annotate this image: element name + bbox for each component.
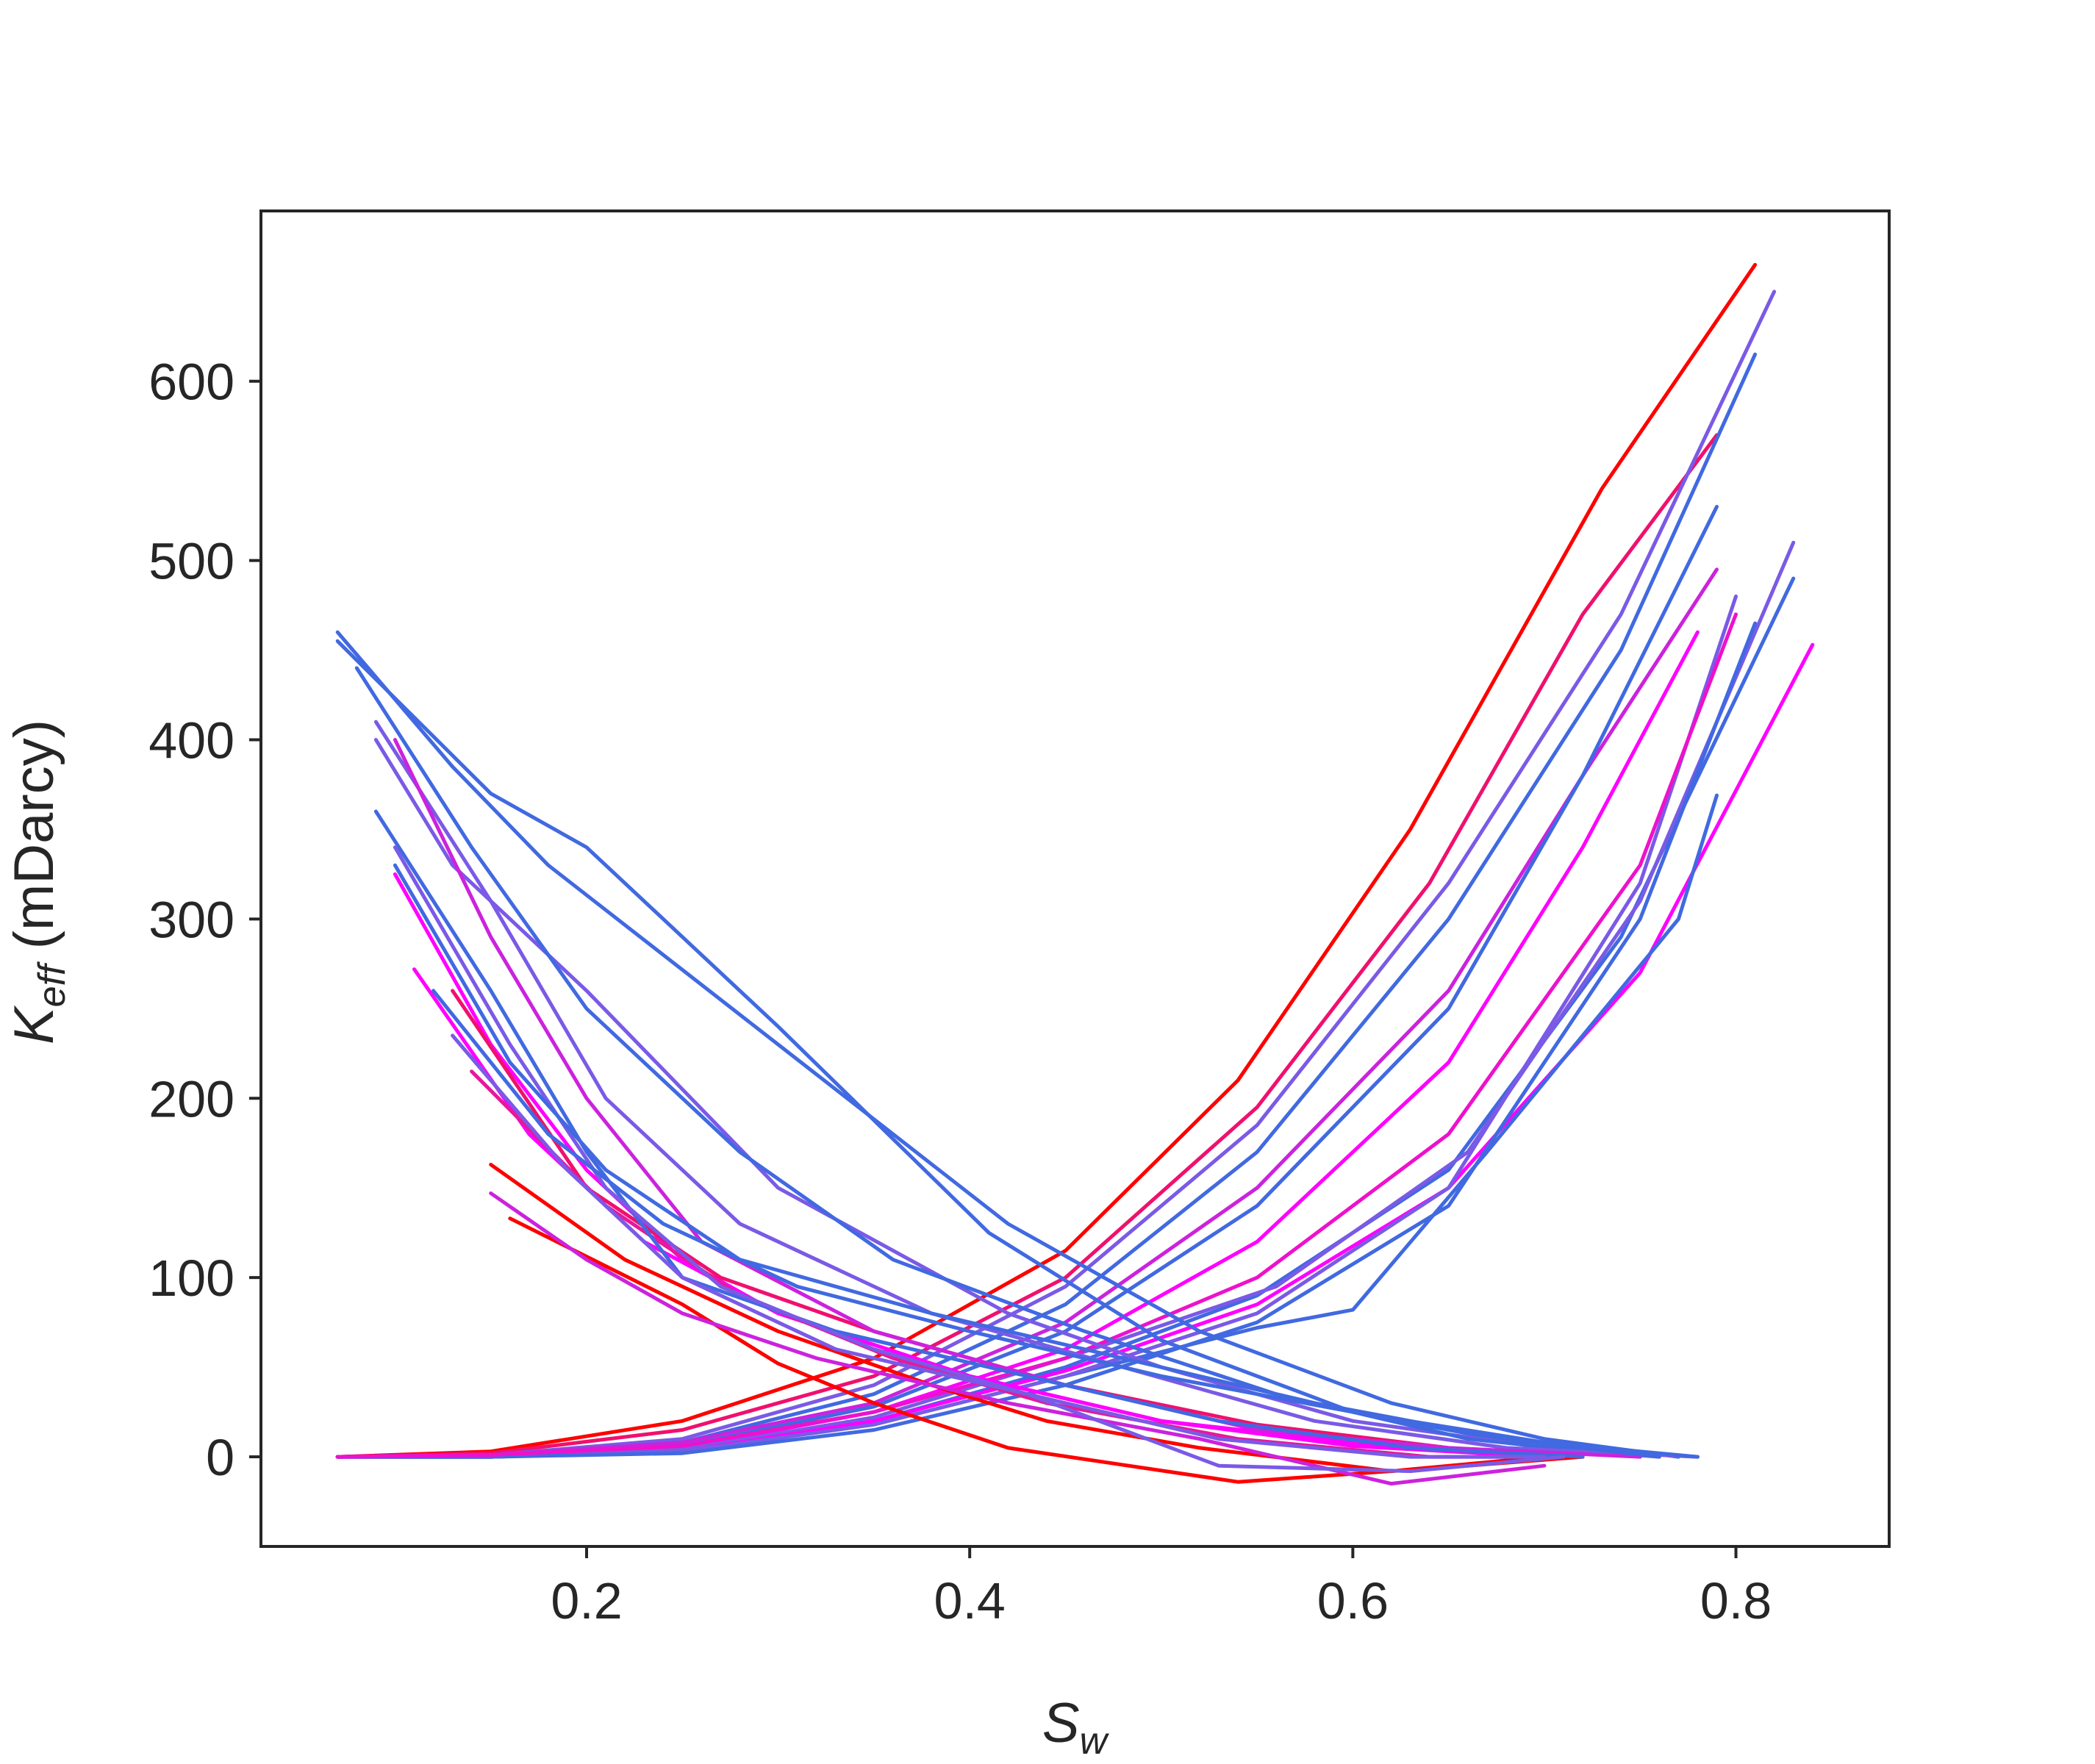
series-line — [489, 1191, 1547, 1486]
y-tick-label: 300 — [148, 891, 234, 948]
x-axis-title-main: S — [1042, 1692, 1080, 1754]
series-line — [354, 666, 1642, 1459]
y-tick-label: 400 — [148, 711, 234, 769]
y-axis-ticks: 0 100 200 300 400 500 600 — [148, 354, 261, 1486]
plot-lines — [335, 262, 1815, 1486]
x-axis-title-sub: w — [1080, 1720, 1110, 1763]
y-tick-label: 600 — [148, 354, 234, 411]
series-line — [393, 738, 1642, 1459]
series-line — [335, 612, 1738, 1459]
y-axis-title-sub: eff — [31, 961, 74, 1007]
series-line — [489, 1163, 1547, 1474]
x-tick-label: 0.6 — [1317, 1572, 1389, 1629]
x-axis-ticks: 0.2 0.4 0.6 0.8 — [551, 1546, 1772, 1629]
y-tick-label: 0 — [206, 1429, 234, 1486]
x-tick-label: 0.2 — [551, 1572, 622, 1629]
series-line — [335, 630, 1680, 1459]
series-line — [412, 967, 1547, 1459]
series-line — [335, 262, 1758, 1459]
y-axis-title-main: K — [3, 1005, 65, 1044]
x-axis-title: Sw — [1042, 1692, 1110, 1763]
y-axis-title-suffix: (mDarcy) — [3, 720, 65, 965]
y-axis-title: Keff (mDarcy) — [3, 720, 74, 1044]
series-line — [451, 1033, 1566, 1474]
series-line — [431, 989, 1700, 1459]
y-tick-label: 500 — [148, 533, 234, 590]
series-line — [335, 433, 1719, 1459]
series-line — [373, 809, 1585, 1459]
series-line — [335, 352, 1758, 1459]
y-tick-label: 200 — [148, 1070, 234, 1127]
y-tick-label: 100 — [148, 1250, 234, 1307]
x-tick-label: 0.8 — [1700, 1572, 1772, 1629]
x-tick-label: 0.4 — [934, 1572, 1006, 1629]
series-line — [393, 845, 1547, 1459]
plot-frame — [259, 209, 1891, 1548]
